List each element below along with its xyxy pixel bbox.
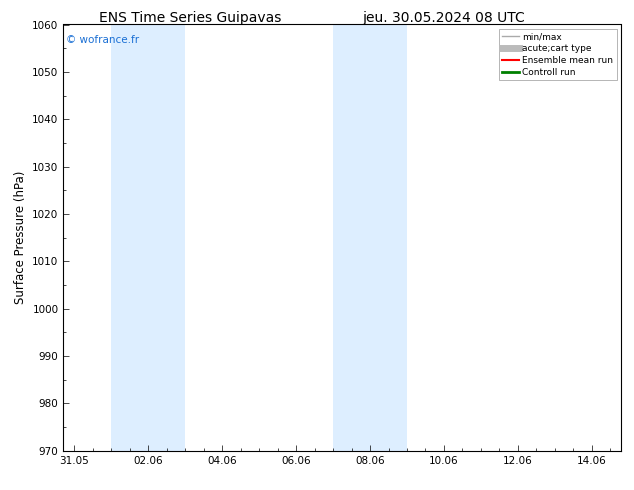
Bar	[112, 24, 185, 451]
Legend: min/max, acute;cart type, Ensemble mean run, Controll run: min/max, acute;cart type, Ensemble mean …	[499, 29, 617, 80]
Text: © wofrance.fr: © wofrance.fr	[66, 35, 139, 45]
Y-axis label: Surface Pressure (hPa): Surface Pressure (hPa)	[14, 171, 27, 304]
Text: ENS Time Series Guipavas: ENS Time Series Guipavas	[99, 11, 281, 25]
Bar	[333, 24, 407, 451]
Text: jeu. 30.05.2024 08 UTC: jeu. 30.05.2024 08 UTC	[363, 11, 525, 25]
